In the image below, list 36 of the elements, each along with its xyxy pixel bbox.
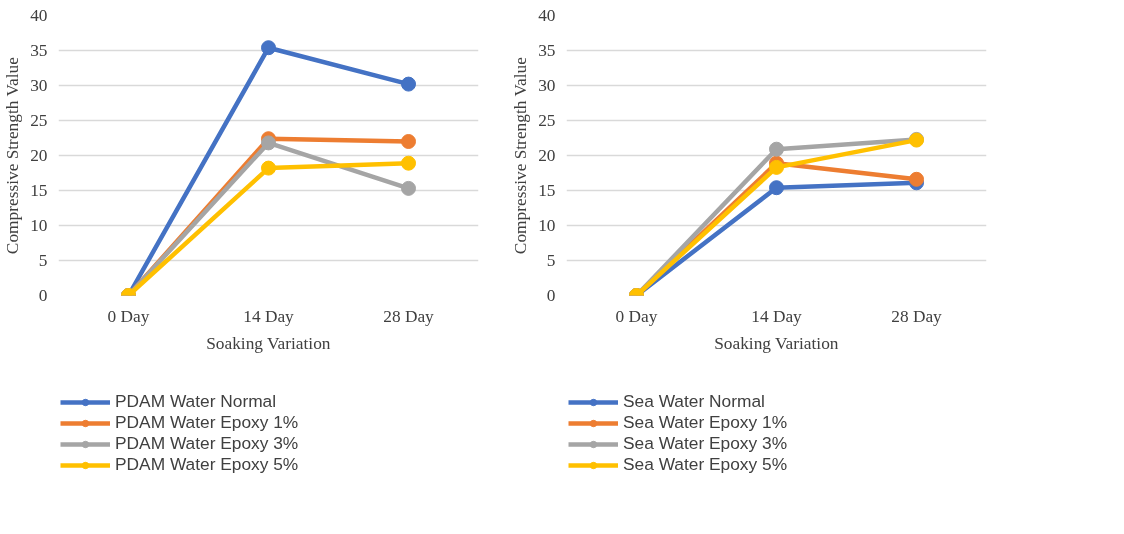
y-tick-label: 5 <box>38 251 48 270</box>
legend-label: PDAM Water Epoxy 3% <box>115 433 299 454</box>
y-tick-label: 10 <box>538 216 556 235</box>
y-tick-label: 35 <box>30 41 48 60</box>
legend-label: Sea Water Epoxy 3% <box>623 433 788 454</box>
y-tick-label: 30 <box>30 76 48 95</box>
y-tick-label: 25 <box>30 111 48 130</box>
y-tick-label: 35 <box>538 41 556 60</box>
y-tick-label: 0 <box>38 286 48 305</box>
y-tick-label: 30 <box>538 76 556 95</box>
y-tick-label: 5 <box>546 251 556 270</box>
legend-label: Sea Water Normal <box>623 391 765 412</box>
x-axis-title: Soaking Variation <box>714 333 839 353</box>
y-tick-label: 0 <box>546 286 556 305</box>
y-tick-label: 15 <box>538 181 556 200</box>
legend-label: Sea Water Epoxy 5% <box>623 454 788 475</box>
y-tick-label: 40 <box>30 6 48 25</box>
legend-label: PDAM Water Epoxy 1% <box>115 412 299 433</box>
y-tick-label: 20 <box>538 146 556 165</box>
y-tick-label: 10 <box>30 216 48 235</box>
y-tick-label: 40 <box>538 6 556 25</box>
legend-label: PDAM Water Normal <box>115 391 277 412</box>
x-tick-label: 0 Day <box>615 306 658 326</box>
y-axis-title: Compressive Strength Value <box>3 56 23 255</box>
x-tick-label: 14 Day <box>751 306 803 326</box>
x-tick-label: 14 Day <box>243 306 295 326</box>
x-tick-label: 28 Day <box>891 306 943 326</box>
y-tick-label: 20 <box>30 146 48 165</box>
y-axis-title: Compressive Strength Value <box>511 56 531 255</box>
y-tick-label: 15 <box>30 181 48 200</box>
legend-label: PDAM Water Epoxy 5% <box>115 454 299 475</box>
legend-label: Sea Water Epoxy 1% <box>623 412 788 433</box>
x-tick-label: 0 Day <box>107 306 150 326</box>
x-axis-title: Soaking Variation <box>206 333 331 353</box>
x-tick-label: 28 Day <box>383 306 435 326</box>
y-tick-label: 25 <box>538 111 556 130</box>
